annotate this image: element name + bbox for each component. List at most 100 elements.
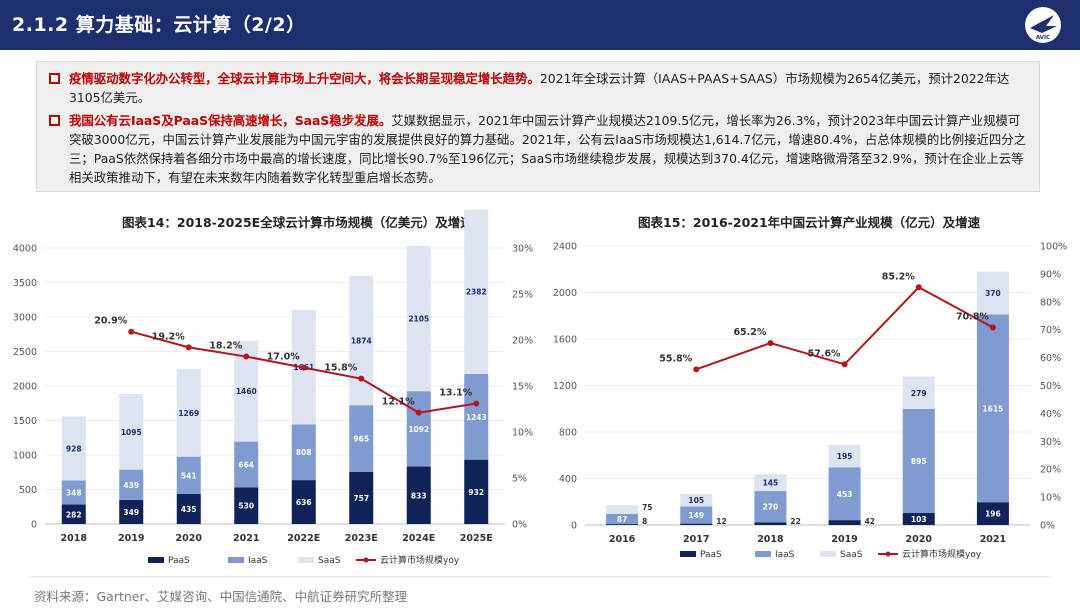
source-note: 资料来源：Gartner、艾媒咨询、中国信通院、中航证券研究所整理: [34, 589, 408, 604]
legend-label: 云计算市场规模yoy: [380, 554, 460, 566]
bar-saas: [119, 394, 144, 470]
logo-text: AVIC: [1036, 35, 1050, 41]
y-tick-label: 1200: [553, 381, 577, 392]
data-label: 439: [123, 481, 139, 490]
bar-paas: [680, 523, 713, 525]
x-tick-label: 2021: [233, 533, 259, 544]
y2-tick-label: 50%: [1040, 381, 1061, 392]
legend-label: SaaS: [840, 550, 863, 560]
y2-tick-label: 25%: [512, 290, 533, 301]
y-tick-label: 1600: [553, 335, 577, 346]
bar-iaas: [61, 480, 86, 505]
bar-paas: [291, 480, 316, 524]
yoy-point: [185, 344, 192, 351]
note-2-text: 艾媒数据显示，2021年中国云计算产业规模达2109.5亿元，增长率为26.3%…: [69, 113, 1027, 185]
yoy-label: 55.8%: [659, 353, 692, 364]
data-label: 808: [296, 448, 312, 457]
data-label: 541: [181, 471, 197, 480]
data-label: 270: [763, 503, 779, 512]
y-tick-label: 0: [31, 520, 37, 531]
x-tick-label: 2022E: [287, 533, 320, 544]
legend-label: IaaS: [248, 556, 268, 566]
bar-paas: [464, 459, 489, 524]
bar-paas: [176, 493, 201, 524]
footer-divider: [30, 576, 1050, 577]
data-label: 895: [911, 457, 927, 466]
bar-paas: [902, 513, 935, 525]
bar-iaas: [754, 491, 787, 523]
yoy-point: [128, 328, 135, 335]
data-label: 1092: [408, 425, 429, 434]
y-tick-label: 2000: [553, 288, 577, 299]
data-label: 196: [985, 510, 1001, 519]
yoy-label: 85.2%: [882, 271, 915, 282]
legend-swatch-iaas: [228, 557, 244, 563]
x-tick-label: 2024E: [402, 533, 435, 544]
legend-label: IaaS: [775, 550, 795, 560]
data-label: 1243: [466, 413, 487, 422]
data-label: 453: [837, 490, 853, 499]
notes-box: 疫情驱动数字化办公转型，全球云计算市场上升空间大，将会长期呈现稳定增长趋势。20…: [36, 61, 1040, 192]
yoy-point: [473, 400, 480, 407]
bar-saas: [464, 209, 489, 374]
data-label: 833: [411, 491, 427, 500]
x-tick-label: 2018: [61, 533, 88, 544]
bar-paas: [349, 471, 374, 524]
bar-paas: [406, 466, 431, 524]
data-label: 145: [763, 479, 779, 488]
x-tick-label: 2021: [980, 534, 1006, 545]
y2-tick-label: 5%: [512, 474, 527, 485]
data-label: 928: [66, 445, 82, 454]
legend-label: SaaS: [318, 556, 341, 566]
data-label: 2105: [408, 315, 429, 324]
x-tick-label: 2019: [831, 534, 857, 545]
bar-iaas: [291, 424, 316, 481]
yoy-label: 13.1%: [439, 387, 472, 398]
data-label: 932: [468, 488, 484, 497]
bullet-square-icon: [49, 115, 60, 126]
yoy-label: 17.0%: [267, 352, 300, 363]
y-tick-label: 500: [19, 485, 37, 496]
y-tick-label: 1000: [13, 451, 37, 462]
y2-tick-label: 20%: [512, 336, 533, 347]
note-1-highlight: 疫情驱动数字化办公转型，全球云计算市场上升空间大，将会长期呈现稳定增长趋势。: [69, 71, 540, 86]
legend-swatch-iaas: [755, 551, 771, 557]
bar-iaas: [119, 469, 144, 500]
yoy-label: 57.6%: [808, 348, 841, 359]
y2-tick-label: 15%: [512, 382, 533, 393]
data-label: 1615: [982, 404, 1003, 413]
yoy-label: 15.8%: [324, 363, 357, 374]
y2-tick-label: 90%: [1040, 269, 1061, 280]
yoy-label: 12.1%: [382, 397, 415, 408]
bar-iaas: [464, 373, 489, 460]
legend-label: PaaS: [700, 550, 722, 560]
yoy-label: 19.2%: [152, 331, 185, 342]
data-label: 149: [688, 511, 704, 520]
yoy-point: [989, 324, 996, 331]
data-label: 75: [642, 503, 652, 512]
data-label: 103: [911, 515, 927, 524]
data-label: 12: [716, 517, 726, 526]
yoy-point: [915, 284, 922, 291]
data-label: 370: [985, 289, 1001, 298]
x-tick-label: 2019: [118, 533, 144, 544]
y-tick-label: 3000: [13, 313, 37, 324]
bar-paas: [606, 524, 639, 525]
y2-tick-label: 10%: [1040, 493, 1061, 504]
bar-saas: [828, 444, 861, 468]
data-label: 8: [642, 517, 647, 526]
bar-saas: [61, 416, 86, 481]
data-label: 349: [123, 508, 139, 517]
y2-tick-label: 20%: [1040, 465, 1061, 476]
bar-iaas: [176, 456, 201, 494]
yoy-point: [693, 366, 700, 373]
y-tick-label: 800: [559, 428, 577, 439]
y-tick-label: 1500: [13, 416, 37, 427]
bar-iaas: [234, 441, 259, 488]
bar-saas: [680, 494, 713, 507]
page-title: 2.1.2 算力基础：云计算（2/2）: [12, 14, 306, 36]
chart-2-title: 图表15：2016-2021年中国云计算产业规模（亿元）及增速: [638, 215, 981, 230]
yoy-point: [358, 375, 365, 382]
y-tick-label: 4000: [13, 244, 37, 255]
